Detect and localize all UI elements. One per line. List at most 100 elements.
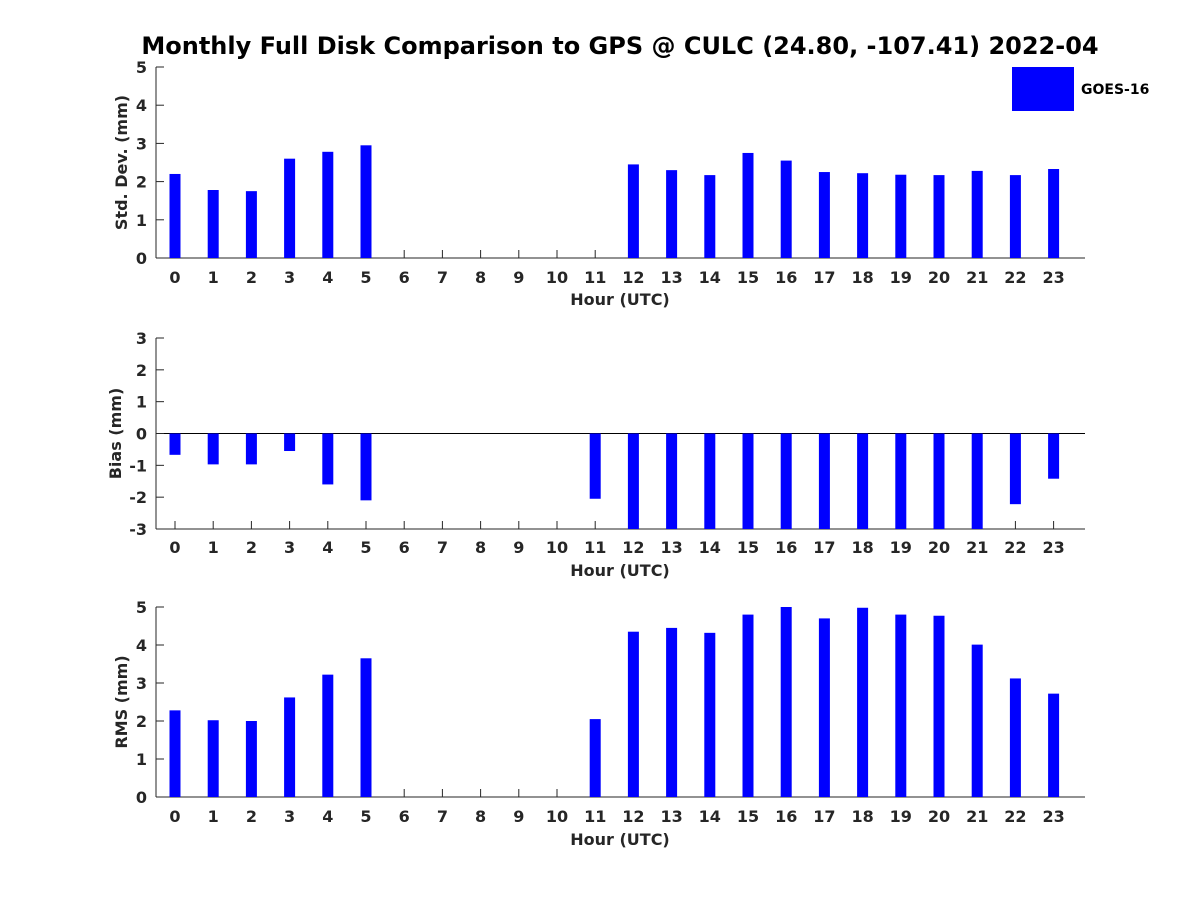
x-tick-label: 17	[813, 268, 835, 287]
x-tick-label: 7	[437, 807, 448, 826]
x-tick-label: 22	[1004, 538, 1026, 557]
bar-bias-hour-0	[169, 433, 181, 455]
x-tick-label: 0	[169, 807, 180, 826]
bar-std-dev-hour-3	[284, 158, 296, 258]
bar-bias-hour-11	[589, 433, 601, 499]
x-tick-label: 6	[399, 538, 410, 557]
bar-bias-hour-17	[818, 433, 830, 529]
bar-rms-hour-14	[704, 632, 716, 797]
x-tick-label: 8	[475, 268, 486, 287]
y-tick-label: 3	[136, 134, 147, 153]
x-tick-label: 1	[208, 538, 219, 557]
x-tick-label: 18	[851, 807, 873, 826]
x-tick-label: 1	[208, 268, 219, 287]
x-tick-label: 23	[1042, 538, 1064, 557]
x-axis-label: Hour (UTC)	[570, 830, 670, 849]
bar-rms-hour-4	[322, 674, 334, 797]
x-tick-label: 16	[775, 807, 797, 826]
bar-rms-hour-13	[666, 627, 678, 797]
y-tick-label: -2	[129, 488, 147, 507]
x-tick-label: 19	[890, 807, 912, 826]
bar-rms-hour-20	[933, 615, 945, 797]
x-tick-label: 1	[208, 807, 219, 826]
x-tick-label: 10	[546, 538, 568, 557]
bar-std-dev-hour-20	[933, 175, 945, 258]
x-tick-label: 6	[399, 807, 410, 826]
bar-bias-hour-20	[933, 433, 945, 529]
y-tick-label: 3	[136, 329, 147, 348]
bar-bias-hour-21	[971, 433, 983, 529]
bar-std-dev-hour-14	[704, 175, 716, 258]
bar-bias-hour-22	[1009, 433, 1021, 505]
legend-swatch-goes-16	[1012, 67, 1074, 111]
x-tick-label: 2	[246, 268, 257, 287]
bar-rms-hour-5	[360, 658, 372, 797]
x-tick-label: 20	[928, 268, 950, 287]
x-tick-label: 4	[322, 807, 333, 826]
x-tick-label: 7	[437, 268, 448, 287]
bar-rms-hour-15	[742, 614, 754, 797]
x-tick-label: 16	[775, 538, 797, 557]
x-tick-label: 19	[890, 538, 912, 557]
x-tick-label: 5	[360, 807, 371, 826]
bar-rms-hour-19	[895, 614, 907, 797]
bar-bias-hour-13	[666, 433, 678, 529]
bar-bias-hour-16	[780, 433, 792, 529]
x-tick-label: 18	[851, 538, 873, 557]
x-tick-label: 6	[399, 268, 410, 287]
y-axis-label: Bias (mm)	[106, 388, 125, 480]
x-tick-label: 14	[699, 538, 721, 557]
x-tick-label: 11	[584, 807, 606, 826]
bar-bias-hour-1	[207, 433, 219, 465]
x-tick-label: 21	[966, 538, 988, 557]
bar-bias-hour-3	[284, 433, 296, 452]
x-tick-label: 21	[966, 807, 988, 826]
bar-rms-hour-23	[1048, 693, 1060, 797]
x-tick-label: 21	[966, 268, 988, 287]
bar-rms-hour-17	[818, 618, 830, 797]
y-tick-label: 1	[136, 750, 147, 769]
bar-std-dev-hour-13	[666, 170, 678, 258]
x-tick-label: 14	[699, 268, 721, 287]
x-tick-label: 15	[737, 538, 759, 557]
bar-std-dev-hour-16	[780, 160, 792, 258]
bar-bias-hour-4	[322, 433, 334, 485]
bar-bias-hour-2	[245, 433, 257, 465]
bar-bias-hour-14	[704, 433, 716, 529]
bar-std-dev-hour-21	[971, 170, 983, 258]
x-tick-label: 7	[437, 538, 448, 557]
bar-std-dev-hour-15	[742, 152, 754, 258]
y-tick-label: -1	[129, 456, 147, 475]
x-tick-label: 11	[584, 268, 606, 287]
bar-rms-hour-2	[245, 721, 257, 797]
x-tick-label: 0	[169, 268, 180, 287]
x-tick-label: 22	[1004, 268, 1026, 287]
x-tick-label: 2	[246, 807, 257, 826]
y-tick-label: 4	[136, 636, 147, 655]
y-tick-label: 2	[136, 361, 147, 380]
x-tick-label: 8	[475, 807, 486, 826]
x-tick-label: 12	[622, 538, 644, 557]
x-tick-label: 20	[928, 538, 950, 557]
x-tick-label: 9	[513, 538, 524, 557]
y-tick-label: 0	[136, 425, 147, 444]
bar-rms-hour-11	[589, 719, 601, 797]
x-tick-label: 14	[699, 807, 721, 826]
bar-std-dev-hour-17	[818, 172, 830, 258]
x-tick-label: 10	[546, 268, 568, 287]
bar-bias-hour-12	[627, 433, 639, 529]
x-tick-label: 19	[890, 268, 912, 287]
x-tick-label: 5	[360, 268, 371, 287]
x-tick-label: 15	[737, 807, 759, 826]
x-tick-label: 12	[622, 807, 644, 826]
bar-bias-hour-23	[1048, 433, 1060, 479]
y-tick-label: 2	[136, 712, 147, 731]
y-tick-label: 1	[136, 393, 147, 412]
y-tick-label: 2	[136, 173, 147, 192]
x-tick-label: 9	[513, 807, 524, 826]
x-tick-label: 22	[1004, 807, 1026, 826]
y-axis-label: RMS (mm)	[112, 655, 131, 748]
x-tick-label: 0	[169, 538, 180, 557]
